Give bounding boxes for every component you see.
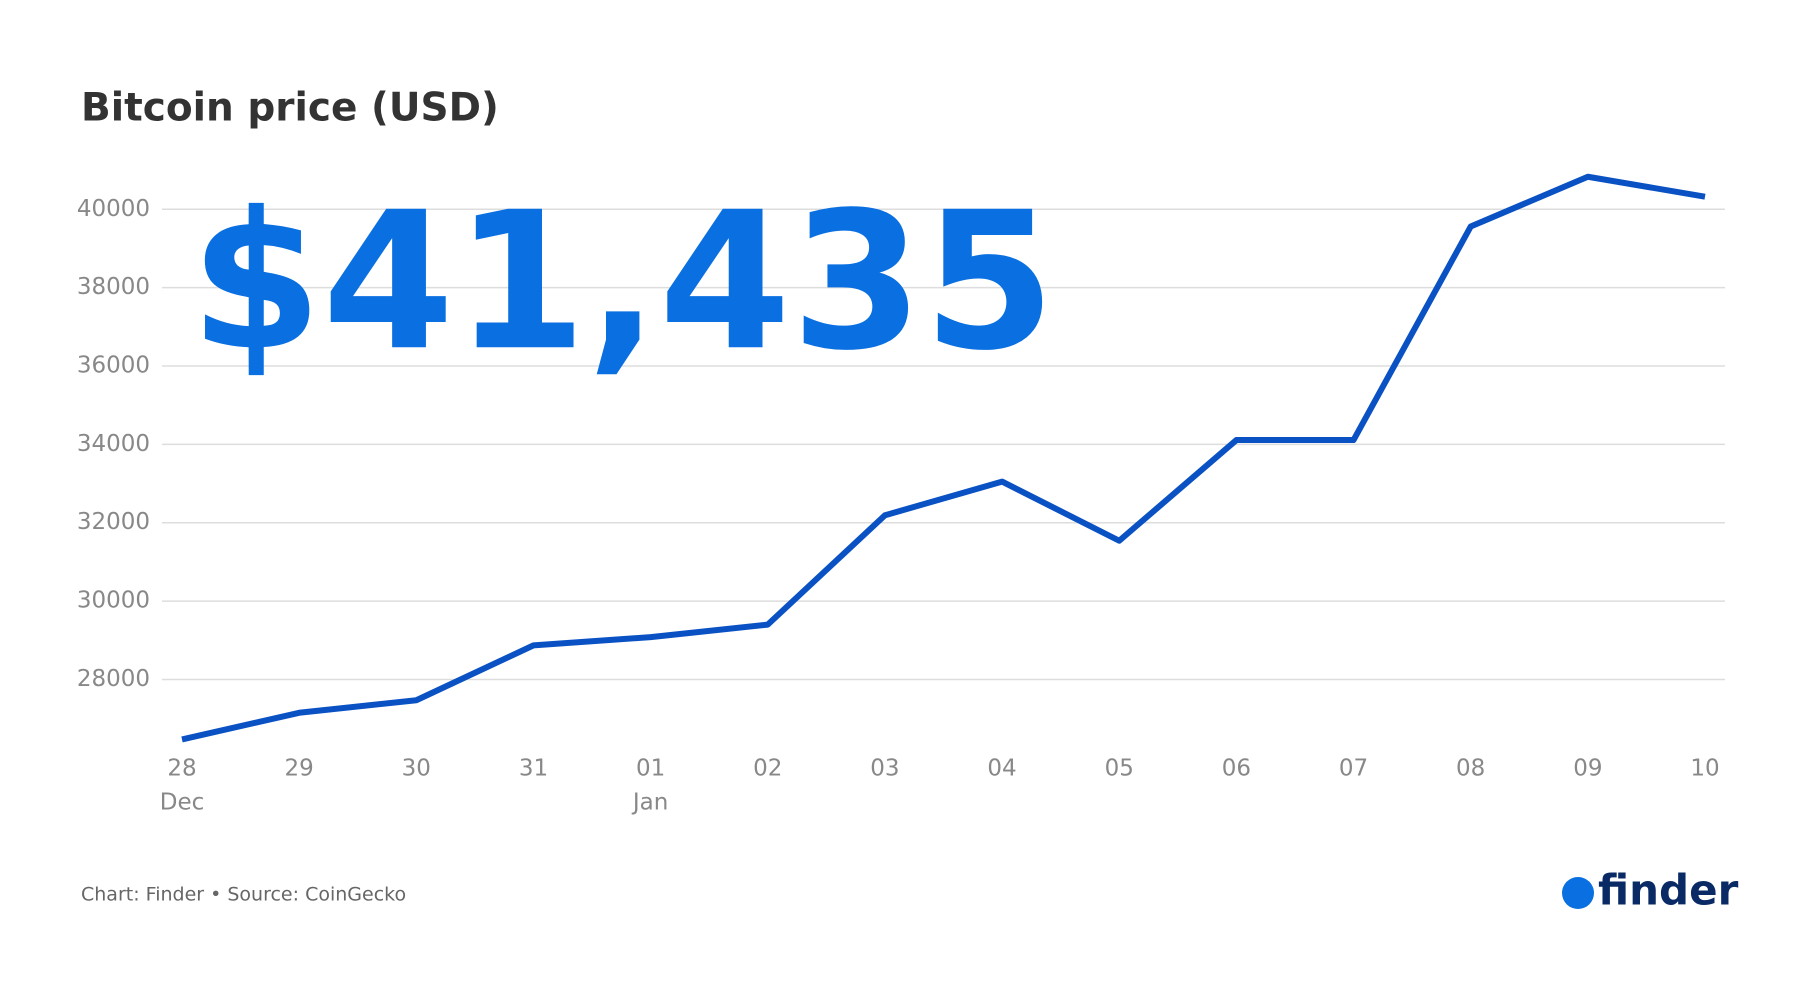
x-month-label: Dec xyxy=(160,790,205,816)
x-tick-label: 28 xyxy=(167,756,196,782)
headline: $41,435 xyxy=(190,171,1055,392)
logo: finder xyxy=(1562,866,1739,915)
x-tick-label: 31 xyxy=(519,756,548,782)
x-tick-label: 30 xyxy=(402,756,431,782)
x-tick-label: 29 xyxy=(285,756,314,782)
x-tick-label: 06 xyxy=(1222,756,1251,782)
x-tick-label: 04 xyxy=(987,756,1016,782)
y-tick-label: 30000 xyxy=(77,588,150,614)
x-tick-label: 08 xyxy=(1456,756,1485,782)
footer: Chart: Finder • Source: CoinGecko xyxy=(81,884,406,906)
y-tick-label: 36000 xyxy=(77,353,150,379)
x-month-label: Jan xyxy=(631,790,668,816)
x-tick-label: 02 xyxy=(753,756,782,782)
price-line xyxy=(181,173,1706,743)
x-tick-label: 09 xyxy=(1573,756,1602,782)
y-tick-label: 40000 xyxy=(77,196,150,222)
y-tick-label: 34000 xyxy=(77,431,150,457)
y-tick-label: 32000 xyxy=(77,509,150,535)
x-tick-label: 10 xyxy=(1690,756,1719,782)
x-tick-label: 07 xyxy=(1339,756,1368,782)
y-tick-label: 38000 xyxy=(77,274,150,300)
x-tick-label: 05 xyxy=(1105,756,1134,782)
chart-title: Bitcoin price (USD) xyxy=(81,86,499,131)
x-tick-label: 01 xyxy=(636,756,665,782)
logo-icon xyxy=(1562,877,1594,909)
logo-text: finder xyxy=(1598,866,1739,915)
x-tick-label: 03 xyxy=(870,756,899,782)
y-tick-label: 28000 xyxy=(77,666,150,692)
